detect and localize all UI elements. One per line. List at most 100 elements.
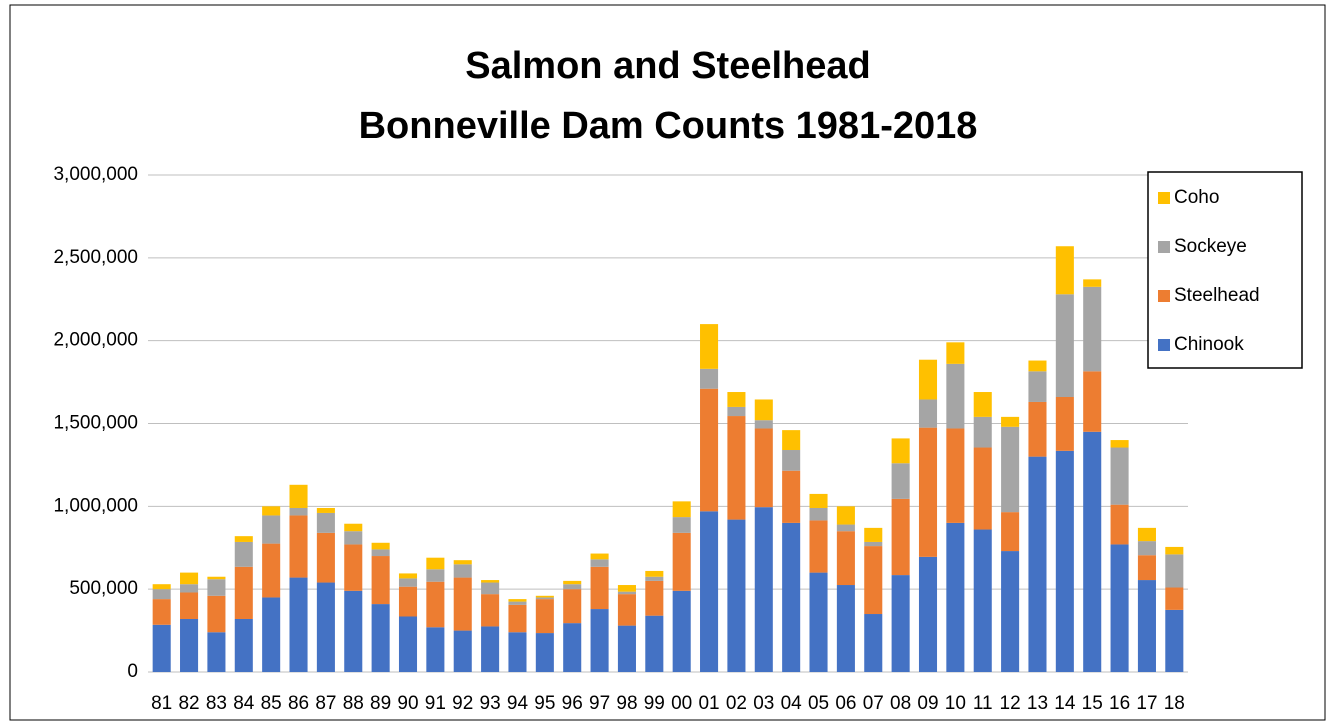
bar-segment: [234, 566, 253, 619]
legend-swatch: [1158, 339, 1170, 351]
x-tick-label: 07: [863, 693, 884, 714]
x-tick-label: 87: [315, 693, 336, 714]
bar-segment: [782, 522, 801, 672]
bar-segment: [481, 580, 500, 583]
bar-segment: [809, 520, 828, 573]
bar-segment: [672, 501, 691, 518]
bar-segment: [782, 470, 801, 523]
bar-segment: [453, 560, 472, 565]
x-tick-label: 83: [206, 693, 227, 714]
bar-segment: [1137, 580, 1156, 672]
bar-segment: [180, 572, 199, 585]
bar-segment: [836, 585, 855, 672]
bar-segment: [809, 493, 828, 508]
bar-segment: [426, 627, 445, 672]
bar-segment: [1083, 371, 1102, 432]
x-tick-label: 99: [644, 693, 665, 714]
legend-label: Steelhead: [1174, 285, 1260, 306]
x-tick-label: 97: [589, 693, 610, 714]
x-tick-label: 13: [1027, 693, 1048, 714]
x-tick-label: 18: [1164, 693, 1185, 714]
y-tick-label: 500,000: [69, 578, 138, 599]
bar-segment: [535, 599, 554, 634]
legend-label: Coho: [1174, 187, 1219, 208]
bar-segment: [700, 388, 719, 512]
legend-swatch: [1158, 192, 1170, 204]
bar-segment: [180, 584, 199, 593]
bar-segment: [481, 582, 500, 595]
x-tick-label: 05: [808, 693, 829, 714]
x-tick-label: 09: [917, 693, 938, 714]
bar-segment: [973, 392, 992, 417]
bar-segment: [563, 580, 582, 585]
bar-segment: [727, 406, 746, 417]
bar-segment: [1165, 554, 1184, 588]
y-tick-label: 2,000,000: [53, 330, 138, 351]
bar-segment: [508, 601, 527, 605]
bar-segment: [754, 399, 773, 421]
y-tick-label: 3,000,000: [53, 164, 138, 185]
chart-subtitle: Bonneville Dam Counts 1981-2018: [359, 105, 978, 147]
bar-segment: [1001, 551, 1020, 672]
bar-segment: [590, 609, 609, 672]
bar-segment: [207, 632, 226, 672]
bar-segment: [946, 363, 965, 429]
x-tick-label: 96: [562, 693, 583, 714]
bar-segment: [918, 556, 938, 672]
x-tick-label: 11: [973, 693, 993, 714]
bar-segment: [535, 595, 554, 598]
x-tick-label: 92: [452, 693, 473, 714]
bar-segment: [398, 573, 418, 579]
x-tick-label: 82: [178, 693, 199, 714]
bar-segment: [234, 618, 253, 672]
bar-segment: [836, 531, 855, 586]
legend-label: Chinook: [1174, 334, 1244, 355]
bar-segment: [371, 549, 390, 557]
x-tick-label: 02: [726, 693, 747, 714]
bar-segment: [672, 517, 691, 533]
bar-segment: [371, 542, 390, 550]
chart-title: Salmon and Steelhead: [465, 45, 870, 87]
bar-segment: [234, 541, 253, 567]
x-tick-label: 17: [1136, 693, 1157, 714]
bar-segment: [1055, 396, 1074, 451]
bar-segment: [1137, 555, 1156, 581]
bar-segment: [398, 616, 418, 672]
bar-segment: [426, 569, 445, 582]
bar-segment: [782, 430, 801, 451]
x-tick-label: 88: [343, 693, 364, 714]
x-tick-label: 95: [534, 693, 555, 714]
x-tick-label: 15: [1082, 693, 1103, 714]
x-tick-label: 03: [753, 693, 774, 714]
bar-segment: [1001, 416, 1020, 427]
bar-segment: [1137, 541, 1156, 556]
bar-segment: [864, 614, 883, 672]
x-tick-label: 12: [1000, 693, 1021, 714]
x-tick-label: 94: [507, 693, 529, 714]
bar-segment: [180, 618, 199, 672]
x-tick-label: 84: [233, 693, 255, 714]
bar-segment: [700, 324, 719, 369]
bar-segment: [727, 392, 746, 407]
bar-segment: [289, 515, 308, 578]
bar-segment: [316, 532, 335, 583]
bar-segment: [754, 428, 773, 508]
bar-segment: [234, 536, 253, 542]
bar-segment: [563, 589, 582, 624]
bar-segment: [891, 438, 910, 464]
bar-segment: [590, 559, 609, 567]
bar-segment: [754, 507, 773, 672]
bar-segment: [371, 556, 390, 605]
bar-segment: [727, 519, 746, 672]
bar-segment: [672, 532, 691, 591]
bar-segment: [1165, 546, 1184, 555]
bar-segment: [1110, 544, 1129, 672]
bar-segment: [398, 586, 418, 617]
bar-segment: [864, 546, 883, 615]
bar-segment: [836, 506, 855, 525]
bar-segment: [1001, 426, 1020, 513]
bar-segment: [152, 584, 171, 590]
x-tick-label: 98: [616, 693, 637, 714]
bar-segment: [207, 576, 226, 580]
